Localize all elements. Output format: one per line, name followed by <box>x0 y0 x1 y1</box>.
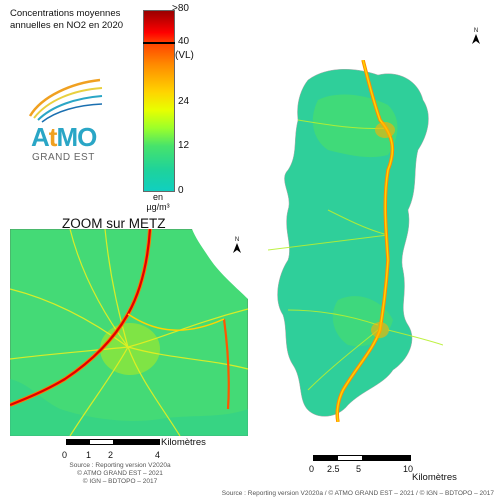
main-scale-unit: Kilomètres <box>412 472 457 483</box>
footer-source: Source : Reporting version V2020a / © AT… <box>221 490 494 497</box>
limit-value-line <box>143 42 175 44</box>
north-label: N <box>234 237 240 243</box>
legend-tick-0: 0 <box>178 185 184 196</box>
title-line-1: Concentrations moyennes <box>10 8 121 19</box>
zoom-title: ZOOM sur METZ <box>62 216 166 231</box>
zoom-scale-tick-4: 4 <box>155 450 161 460</box>
legend-tick-40: 40 <box>178 36 190 47</box>
zoom-scale-bar <box>66 439 160 445</box>
north-arrow-icon <box>233 243 241 253</box>
zoom-source: Source : Reporting version V2020a © ATMO… <box>69 462 171 485</box>
atmo-logo-subtitle: GRAND EST <box>32 152 95 163</box>
main-north-label: N <box>473 28 479 34</box>
main-region-map <box>268 60 443 422</box>
legend-tick-max: >80 <box>172 3 189 14</box>
title-line-2: annuelles en NO2 en 2020 <box>10 20 124 31</box>
atmo-swoosh-icon <box>28 78 103 123</box>
main-north-arrow: N <box>471 28 481 46</box>
zoom-scale-tick-2: 2 <box>108 450 114 460</box>
zoom-scale-unit: Kilomètres <box>161 437 206 448</box>
legend-tick-12: 12 <box>178 140 190 151</box>
zoom-scale-tick-1: 1 <box>86 450 92 460</box>
color-legend-bar <box>143 10 175 192</box>
zoom-scale-tick-0: 0 <box>62 450 68 460</box>
atmo-logo-text: AtMO <box>31 122 97 152</box>
zoom-north-arrow: N <box>232 237 242 255</box>
main-scale-tick-5: 5 <box>356 464 362 474</box>
legend-unit: en µg/m³ <box>146 192 170 212</box>
main-scale-tick-10: 10 <box>403 464 414 474</box>
map-title: Concentrations moyennes annuelles en NO2… <box>10 8 150 32</box>
main-scale-tick-0: 0 <box>309 464 315 474</box>
legend-tick-vl: (VL) <box>175 50 194 61</box>
main-north-arrow-icon <box>472 34 480 44</box>
zoom-metz-map <box>10 229 248 436</box>
legend-tick-24: 24 <box>178 96 190 107</box>
main-scale-tick-2-5: 2.5 <box>327 464 340 474</box>
main-scale-bar <box>313 455 411 461</box>
